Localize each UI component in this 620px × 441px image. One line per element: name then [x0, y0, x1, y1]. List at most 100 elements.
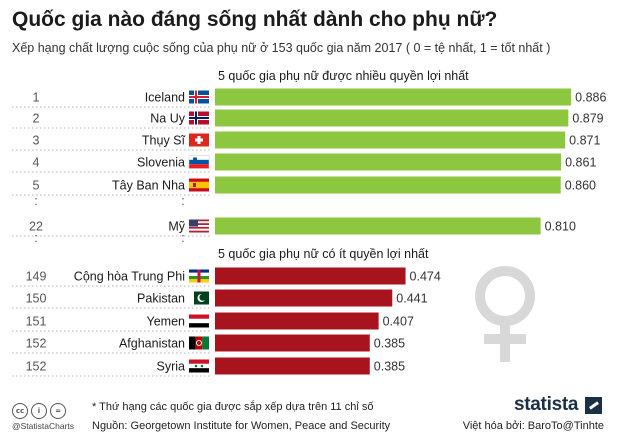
- flag-cross-h: [195, 138, 203, 142]
- bar: [215, 267, 406, 285]
- bar: [215, 109, 569, 127]
- flag-emblem: [196, 340, 202, 346]
- flag-stripe-white: [189, 363, 209, 369]
- flag-vertical-red: [197, 269, 201, 283]
- flag-stripe-white: [189, 155, 209, 160]
- flag-border: [188, 155, 210, 169]
- flag-stripe: [189, 221, 209, 224]
- rank-label: 152: [26, 337, 47, 351]
- chart-row-syria: 152 Syria 0.385: [12, 357, 405, 377]
- rank-ellipsis: :: [34, 231, 37, 245]
- chart-row-thụy-sĩ: 3 Thụy Sĩ 0.871: [12, 131, 600, 151]
- country-ellipsis: :: [181, 194, 184, 208]
- flag-stripe-red: [195, 336, 203, 350]
- value-label: 0.810: [545, 220, 576, 234]
- rank-label: 3: [33, 134, 40, 148]
- pakistan-flag-icon: [189, 291, 209, 305]
- flag-stripe-red: [189, 314, 209, 319]
- slovenia-flag-icon: [188, 155, 210, 169]
- value-label: 0.879: [572, 112, 603, 126]
- country-label: Slovenia: [137, 156, 185, 170]
- flag-hoist: [189, 291, 194, 305]
- flag-stripe-black: [189, 336, 196, 350]
- flag-stripe-red: [189, 359, 209, 364]
- flag-stripe: [189, 228, 209, 231]
- female-symbol-ring: [475, 266, 535, 326]
- statista-logo: statista: [514, 394, 579, 415]
- bar: [215, 153, 562, 171]
- yemen-flag-icon: [189, 314, 209, 328]
- value-label: 0.886: [575, 91, 606, 105]
- bar: [215, 217, 541, 235]
- flag-stripe: [189, 230, 209, 233]
- value-label: 0.861: [565, 156, 596, 170]
- flag-cross-h-blue: [189, 117, 209, 119]
- flag-stripe-red: [189, 164, 209, 169]
- value-label: 0.871: [569, 134, 600, 148]
- license-icons: cc i =: [12, 403, 66, 419]
- usa-flag-icon: [189, 219, 209, 233]
- rank-label: 152: [26, 360, 47, 374]
- source-note: Nguồn: Georgetown Institute for Women, P…: [92, 420, 391, 432]
- syria-flag-icon: [189, 359, 209, 373]
- iceland-flag-icon: [189, 90, 209, 104]
- flag-stripe: [189, 226, 209, 229]
- rank-label: 22: [29, 220, 43, 234]
- chart-row-pakistan: 150 Pakistan 0.441: [12, 289, 428, 309]
- rank-label: 1: [33, 91, 40, 105]
- country-label: Yemen: [147, 315, 186, 329]
- country-label: Cộng hòa Trung Phi: [74, 270, 185, 284]
- chart-row-mỹ: 22 Mỹ 0.810: [12, 217, 576, 237]
- female-symbol-icon: [475, 266, 535, 362]
- bar: [215, 334, 370, 352]
- flag-stripe: [189, 225, 209, 227]
- country-label: Iceland: [145, 91, 185, 105]
- flag-stripe-black: [189, 323, 209, 328]
- country-ellipsis: :: [181, 231, 184, 245]
- chart-row-tây-ban-nha: 5 Tây Ban Nha 0.860: [12, 176, 596, 196]
- flag-stripe-white: [189, 318, 209, 324]
- bar: [215, 88, 572, 106]
- afghanistan-flag-icon: [189, 336, 209, 350]
- group-header-top: 5 quốc gia phụ nữ được nhiều quyền lợi n…: [218, 69, 469, 83]
- switzerland-flag-icon: [189, 133, 209, 147]
- value-label: 0.474: [410, 270, 441, 284]
- bar: [215, 312, 379, 330]
- flag-stripe: [189, 223, 209, 226]
- rank-label: 149: [26, 270, 47, 284]
- rank-label: 150: [26, 292, 47, 306]
- chart-subtitle: Xếp hạng chất lượng cuộc sống của phụ nữ…: [12, 41, 551, 55]
- creative-commons-icon: cc: [12, 403, 28, 419]
- flag-stripe: [189, 219, 209, 222]
- country-label: Pakistan: [137, 292, 185, 306]
- country-label: Thụy Sĩ: [142, 134, 186, 148]
- value-label: 0.860: [565, 179, 596, 193]
- value-label: 0.441: [396, 292, 427, 306]
- no-derivatives-icon: =: [50, 403, 66, 419]
- chart-row-afghanistan: 152 Afghanistan 0.385: [12, 334, 405, 354]
- central-african-republic-flag-icon: [189, 269, 209, 283]
- flag-stripe-black: [189, 368, 209, 373]
- country-label: Tây Ban Nha: [112, 179, 185, 193]
- chart-row-slovenia: 4 Slovenia 0.861: [12, 153, 596, 173]
- rank-label: 2: [33, 112, 40, 126]
- flag-stripe-green: [202, 336, 209, 350]
- country-label: Syria: [157, 360, 186, 374]
- rank-ellipsis: :: [34, 194, 37, 208]
- flag-stripe-blue: [189, 159, 209, 165]
- female-symbol-cross: [484, 334, 526, 344]
- flag-shield: [193, 157, 197, 163]
- flag-star: [200, 364, 204, 368]
- flag-emblem: [193, 183, 196, 187]
- bar: [215, 357, 370, 375]
- country-label: Na Uy: [150, 112, 185, 126]
- group-header-bottom: 5 quốc gia phụ nữ có ít quyền lợi nhất: [218, 247, 429, 261]
- flag-cross-h-red: [189, 96, 209, 98]
- bar: [215, 131, 566, 149]
- rank-label: 4: [33, 156, 40, 170]
- value-label: 0.407: [383, 315, 414, 329]
- chart-row-cộng-hòa-trung-phi: 149 Cộng hòa Trung Phi 0.474: [12, 267, 441, 287]
- spain-flag-icon: [189, 178, 209, 192]
- rank-label: 151: [26, 315, 47, 329]
